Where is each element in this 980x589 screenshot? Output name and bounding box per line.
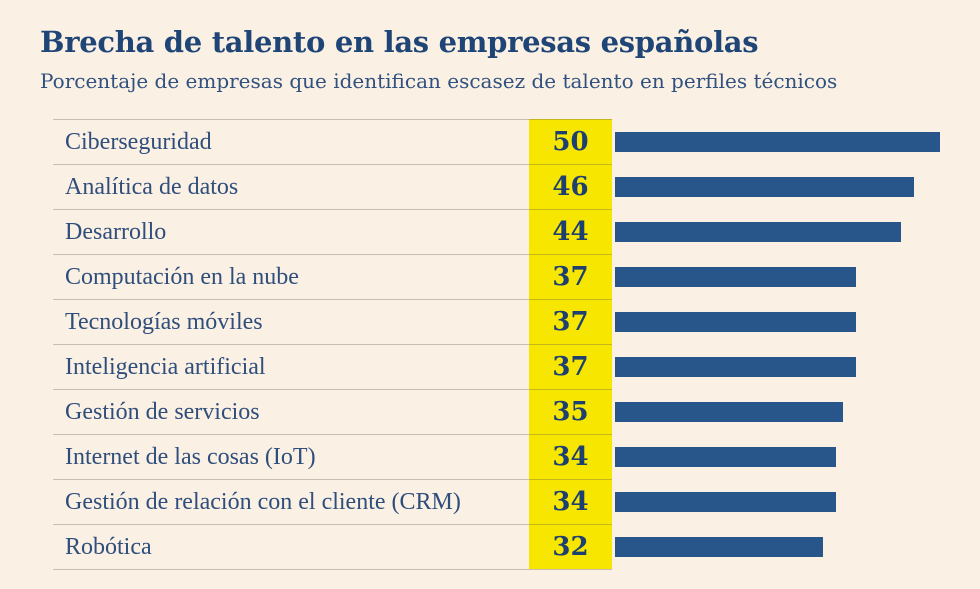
bar (615, 221, 901, 242)
bar-zone (612, 344, 940, 389)
category-label: Desarrollo (53, 209, 529, 254)
table-row: Internet de las cosas (IoT) 34 (53, 434, 940, 479)
table-row: Ciberseguridad 50 (53, 119, 940, 164)
bar (615, 266, 856, 287)
bar-zone (612, 299, 940, 344)
bar (615, 401, 843, 422)
chart-subtitle: Porcentaje de empresas que identifican e… (40, 69, 838, 93)
value-badge: 35 (529, 389, 612, 434)
table-row: Gestión de relación con el cliente (CRM)… (53, 479, 940, 524)
table-row: Tecnologías móviles 37 (53, 299, 940, 344)
bar (615, 491, 836, 512)
value-badge: 50 (529, 119, 612, 164)
chart-header: Brecha de talento en las empresas españo… (0, 0, 980, 95)
table-row: Analítica de datos 46 (53, 164, 940, 209)
value-badge: 37 (529, 344, 612, 389)
bar (615, 446, 836, 467)
value-badge: 34 (529, 434, 612, 479)
bar-zone (612, 389, 940, 434)
bar (615, 176, 914, 197)
bar-zone (612, 479, 940, 524)
category-label: Gestión de servicios (53, 389, 529, 434)
table-row: Robótica 32 (53, 524, 940, 569)
table-row: Gestión de servicios 35 (53, 389, 940, 434)
value-badge: 44 (529, 209, 612, 254)
category-label: Computación en la nube (53, 254, 529, 299)
bar-zone (612, 119, 940, 164)
chart-title: Brecha de talento en las empresas españo… (40, 25, 759, 59)
value-badge: 37 (529, 254, 612, 299)
bar (615, 536, 823, 557)
value-badge: 32 (529, 524, 612, 569)
value-badge: 34 (529, 479, 612, 524)
bar-zone (612, 434, 940, 479)
value-badge: 46 (529, 164, 612, 209)
value-badge: 37 (529, 299, 612, 344)
chart-rows: Ciberseguridad 50 Analítica de datos 46 … (53, 119, 940, 569)
table-row: Desarrollo 44 (53, 209, 940, 254)
bar-zone (612, 254, 940, 299)
category-label: Tecnologías móviles (53, 299, 529, 344)
category-label: Internet de las cosas (IoT) (53, 434, 529, 479)
category-label: Analítica de datos (53, 164, 529, 209)
table-row: Inteligencia artificial 37 (53, 344, 940, 389)
category-label: Ciberseguridad (53, 119, 529, 164)
bar (615, 356, 856, 377)
bar-zone (612, 209, 940, 254)
bar-zone (612, 524, 940, 569)
bar-chart: Ciberseguridad 50 Analítica de datos 46 … (53, 119, 940, 570)
table-row: Computación en la nube 37 (53, 254, 940, 299)
category-label: Robótica (53, 524, 529, 569)
bar-zone (612, 164, 940, 209)
chart-bottom-rule (53, 569, 612, 570)
bar (615, 311, 856, 332)
category-label: Gestión de relación con el cliente (CRM) (53, 479, 529, 524)
category-label: Inteligencia artificial (53, 344, 529, 389)
bar (615, 131, 940, 152)
